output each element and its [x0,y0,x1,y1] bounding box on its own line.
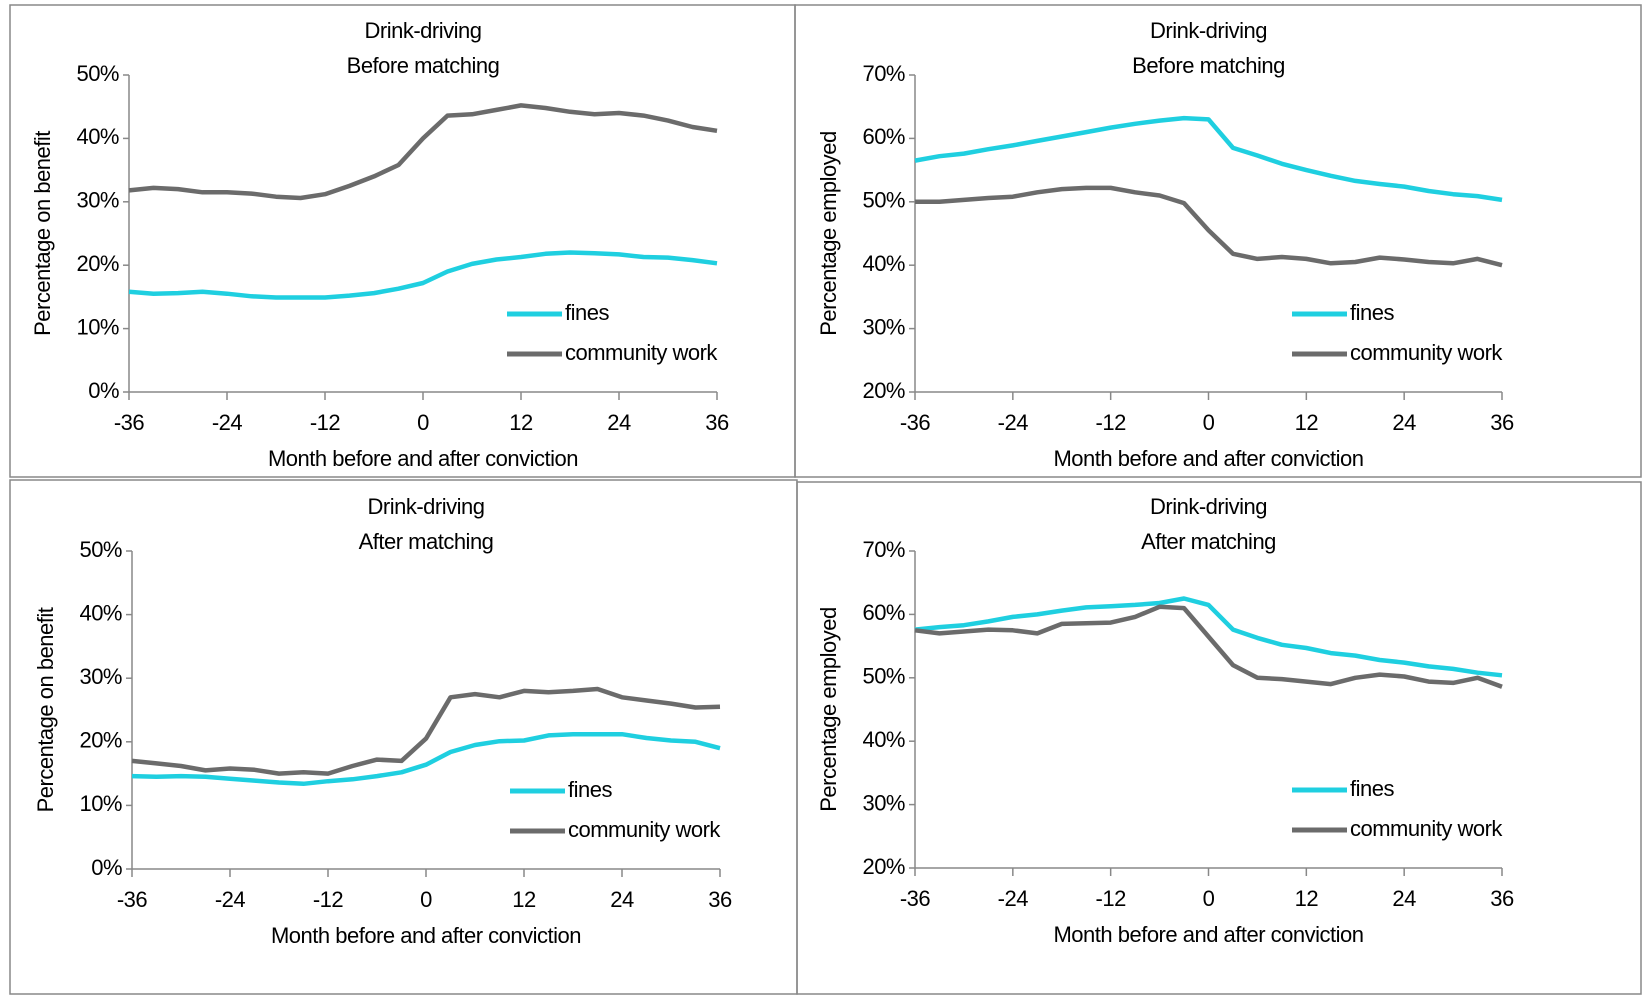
y-tick-label: 30% [862,790,905,815]
x-tick-label: -36 [114,410,145,435]
x-tick-label: 24 [1392,886,1416,911]
y-tick-label: 10% [76,314,119,339]
data-line [914,596,1503,678]
x-tick-label: -24 [215,887,246,912]
legend-label: community work [1350,340,1503,365]
x-axis-label: Month before and after conviction [268,446,578,471]
y-tick-label: 30% [862,314,905,339]
y-axis-label: Percentage on benefit [30,131,55,336]
y-tick-label: 0% [91,855,122,880]
y-axis-label: Percentage employed [816,607,841,812]
x-tick-label: 12 [1295,410,1319,435]
data-line [914,115,1503,203]
legend-label: community work [568,817,721,842]
y-tick-label: 70% [862,537,905,562]
legend-label: fines [565,300,609,325]
x-tick-label: 36 [705,410,729,435]
y-tick-label: 60% [862,600,905,625]
x-tick-label: -24 [998,886,1029,911]
y-axis-label: Percentage employed [816,131,841,336]
x-tick-label: 0 [1203,410,1215,435]
x-tick-label: -36 [117,887,148,912]
x-axis-label: Month before and after conviction [271,923,581,948]
y-tick-label: 30% [79,664,122,689]
y-axis-label: Percentage on benefit [33,607,58,812]
chart-subtitle: Before matching [347,53,500,78]
y-tick-label: 20% [79,728,122,753]
chart-subtitle: Before matching [1132,53,1285,78]
x-tick-label: -12 [313,887,344,912]
panel-frame [794,4,1642,478]
chart-subtitle: After matching [1141,529,1276,554]
x-tick-label: 36 [1490,410,1514,435]
chart-title: Drink-driving [1150,18,1267,43]
y-tick-label: 50% [862,664,905,689]
x-tick-label: 24 [607,410,631,435]
data-line [128,103,718,201]
x-tick-label: 0 [1203,886,1215,911]
x-tick-label: 12 [509,410,533,435]
x-axis-label: Month before and after conviction [1053,446,1363,471]
legend-label: fines [1350,776,1394,801]
x-tick-label: 36 [708,887,732,912]
data-line [914,604,1503,689]
x-tick-label: -12 [1096,886,1127,911]
y-tick-label: 20% [76,251,119,276]
x-tick-label: 24 [1392,410,1416,435]
y-tick-label: 50% [79,537,122,562]
x-tick-label: -12 [1096,410,1127,435]
legend-label: fines [1350,300,1394,325]
x-tick-label: 36 [1490,886,1514,911]
x-tick-label: 12 [1295,886,1319,911]
data-line [128,250,718,300]
data-line [915,185,1503,268]
chart-title: Drink-driving [1150,494,1267,519]
y-tick-label: 0% [88,378,119,403]
x-tick-label: 12 [512,887,536,912]
x-tick-label: -36 [900,886,931,911]
data-line [131,686,721,776]
x-tick-label: -12 [310,410,341,435]
y-tick-label: 20% [862,854,905,879]
x-tick-label: 0 [417,410,429,435]
chart-subtitle: After matching [359,529,494,554]
chart-title: Drink-driving [365,18,482,43]
x-tick-label: -24 [998,410,1029,435]
y-tick-label: 50% [862,188,905,213]
legend-label: community work [1350,816,1503,841]
x-tick-label: 0 [420,887,432,912]
data-line [131,731,721,787]
y-tick-label: 60% [862,124,905,149]
x-tick-label: -36 [900,410,931,435]
panel-frame [796,481,1642,995]
y-tick-label: 40% [76,124,119,149]
y-tick-label: 40% [862,727,905,752]
y-tick-label: 50% [76,61,119,86]
x-axis-label: Month before and after conviction [1053,922,1363,947]
y-tick-label: 40% [862,251,905,276]
y-tick-label: 20% [862,378,905,403]
y-tick-label: 40% [79,600,122,625]
y-tick-label: 70% [862,61,905,86]
chart-title: Drink-driving [368,494,485,519]
x-tick-label: 24 [610,887,634,912]
x-tick-label: -24 [212,410,243,435]
legend-label: fines [568,777,612,802]
y-tick-label: 30% [76,188,119,213]
panel-frame [9,479,798,995]
legend-label: community work [565,340,718,365]
y-tick-label: 10% [79,791,122,816]
